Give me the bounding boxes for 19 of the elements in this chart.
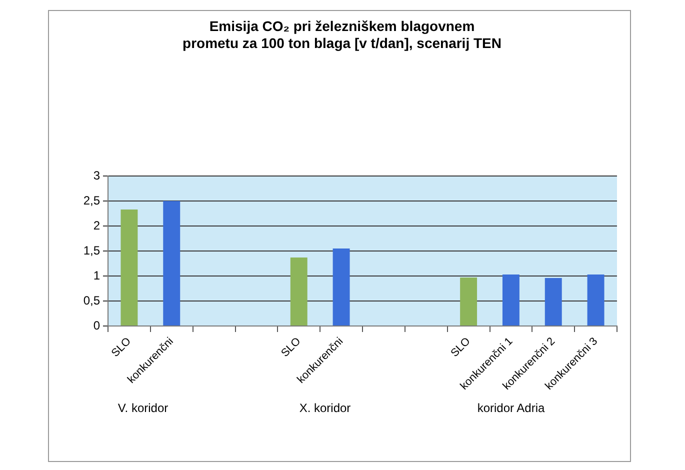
y-tick-label: 0	[93, 318, 100, 332]
y-tick-label: 2,5	[83, 193, 100, 208]
y-tick-label: 2	[93, 218, 100, 232]
y-tick-label: 0,5	[83, 293, 100, 308]
bar	[290, 258, 308, 326]
text: V. koridor	[118, 401, 168, 415]
bar	[163, 201, 180, 326]
y-tick-label: 1,5	[83, 243, 100, 258]
y-tick-label: 1	[93, 268, 100, 282]
bar	[120, 210, 138, 326]
bar	[460, 278, 478, 326]
bar	[332, 248, 350, 326]
bar	[587, 274, 604, 326]
chart-title: Emisija CO₂ pri železniškem blagovnem prometu za 100 ton blaga [v t/dan], scenarij TEN	[182, 18, 502, 52]
bar	[544, 278, 562, 326]
text: koridor Adria	[477, 401, 545, 415]
bar	[502, 274, 520, 326]
y-tick-label: 3	[93, 168, 100, 182]
text: X. koridor	[299, 401, 351, 415]
